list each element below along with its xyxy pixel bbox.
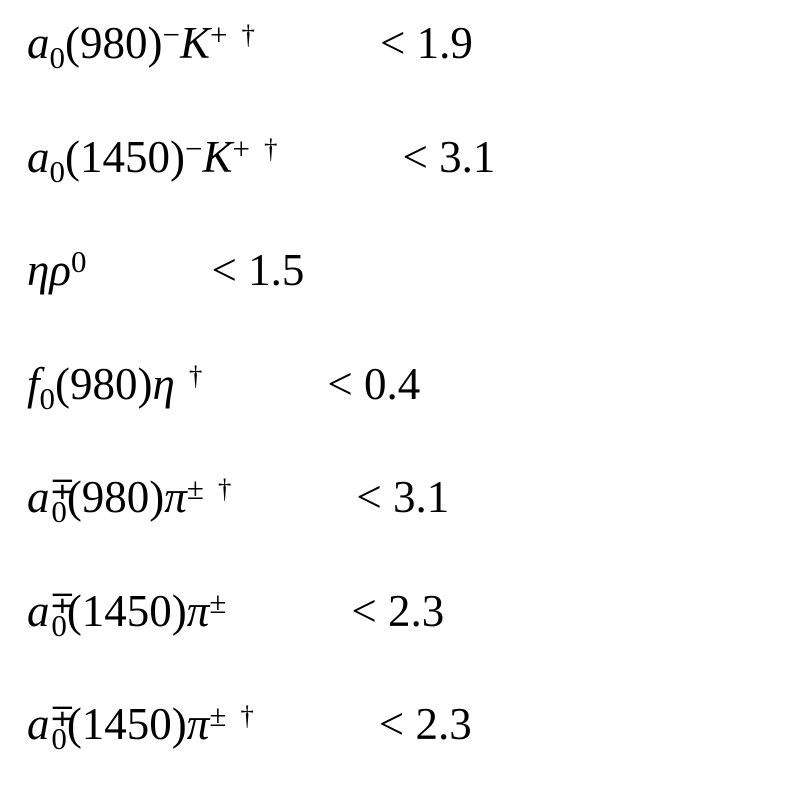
dagger-footnote-marker: † — [188, 360, 203, 391]
table-row: f0(980)η † < 0.4 — [27, 341, 800, 455]
column-gap — [231, 511, 356, 512]
mode-segment: (980) — [55, 358, 153, 409]
mode-segment: η — [152, 358, 175, 409]
mode-segment: 0 — [49, 153, 66, 189]
mode-segment: (980) — [66, 472, 165, 523]
column-gap — [255, 57, 380, 58]
column-gap — [202, 398, 327, 399]
mode-segment: (1450) — [66, 585, 187, 636]
column-gap — [86, 284, 211, 285]
decay-mode: a0(1450)−K+ † — [27, 130, 278, 187]
mode-segment: + — [209, 17, 228, 52]
upper-limit-value: < 1.5 — [211, 245, 305, 296]
mode-segment: (1450) — [65, 131, 185, 182]
column-gap — [254, 738, 379, 739]
table-row: a∓0(1450)π± † < 2.3 — [27, 681, 800, 795]
mode-segment: π — [186, 585, 210, 636]
column-gap — [226, 625, 351, 626]
upper-limit-value: < 3.1 — [402, 131, 496, 182]
dagger-footnote-marker: † — [241, 20, 255, 50]
mode-segment: K — [202, 131, 233, 182]
table-row: a∓0(980)π± † < 3.1 — [27, 454, 800, 568]
table-row: a0(980)−K+ † < 1.9 — [27, 0, 800, 114]
mode-segment: ∓ — [49, 471, 76, 507]
table-row: a∓0(1450)π± < 2.3 — [27, 568, 800, 682]
mode-segment: ∓ — [49, 698, 76, 734]
mode-segment: f — [27, 358, 40, 409]
mode-segment: a — [27, 699, 50, 750]
mode-segment: 0 — [51, 721, 67, 757]
column-gap — [277, 171, 402, 172]
mode-segment: π — [186, 699, 210, 750]
table-row: a0(1450)−K+ † < 3.1 — [27, 114, 800, 228]
dagger-footnote-marker: † — [240, 701, 254, 732]
mode-segment: K — [179, 18, 210, 68]
upper-limit-value: < 1.9 — [379, 18, 473, 68]
decay-mode: a∓0(980)π± † — [27, 471, 232, 527]
mode-segment: ∓ — [49, 584, 76, 620]
decay-mode: a∓0(1450)π± † — [27, 698, 254, 754]
table-row: ηρ0 < 1.5 — [27, 227, 800, 341]
mode-segment: 0 — [51, 607, 67, 643]
upper-limit-value: < 2.3 — [351, 585, 445, 636]
mode-segment: a — [27, 585, 50, 636]
mode-segment: 0 — [39, 380, 56, 416]
decay-mode: a∓0(1450)π± — [27, 584, 227, 641]
mode-segment: ± — [209, 698, 227, 734]
mode-segment: ρ — [49, 245, 71, 296]
dagger-footnote-marker: † — [217, 474, 232, 505]
mode-segment: ± — [209, 584, 227, 620]
dagger-footnote-marker: † — [263, 133, 278, 164]
mode-segment: π — [164, 472, 187, 523]
mode-segment: a — [27, 131, 50, 182]
mode-segment: 0 — [51, 494, 67, 530]
mode-segment: − — [184, 130, 203, 166]
mode-segment: − — [162, 17, 180, 52]
decay-mode: f0(980)η † — [27, 358, 203, 414]
decay-mode: a0(980)−K+ † — [27, 17, 255, 73]
mode-segment: a — [27, 18, 50, 68]
upper-limit-value: < 3.1 — [356, 472, 450, 523]
mode-segment: 0 — [70, 244, 87, 280]
upper-limit-value: < 2.3 — [378, 699, 472, 750]
mode-segment: 0 — [49, 40, 66, 75]
mode-segment: + — [232, 130, 250, 166]
decay-mode: ηρ0 — [27, 245, 86, 295]
mode-segment: (980) — [65, 18, 163, 68]
mode-segment: (1450) — [66, 699, 187, 750]
mode-segment: ± — [186, 471, 204, 507]
mode-segment: a — [27, 472, 50, 523]
upper-limit-value: < 0.4 — [327, 358, 421, 409]
mode-segment: η — [27, 245, 50, 296]
